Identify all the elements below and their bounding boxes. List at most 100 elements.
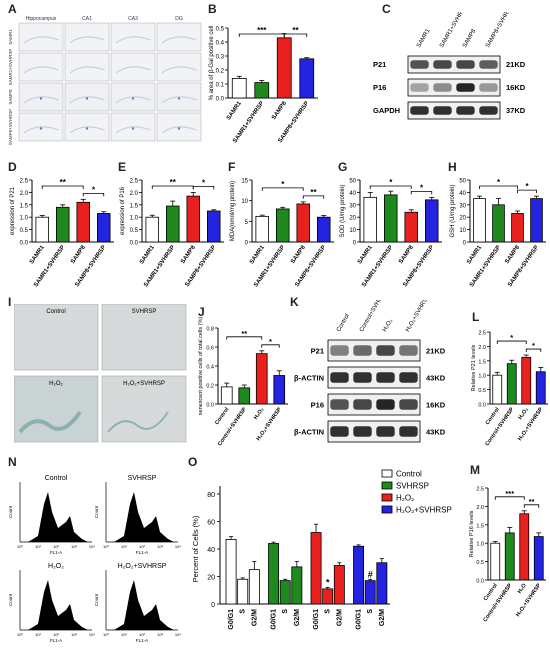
panel-letter-M: M — [470, 463, 480, 477]
significance-label: * — [269, 337, 272, 346]
tissue-structure — [23, 126, 59, 134]
protein-band — [330, 426, 349, 437]
x-tick-label: H₂O — [517, 582, 528, 595]
legend-label: Control — [396, 470, 422, 479]
y-tick-label: 2.0 — [130, 191, 139, 197]
column-label: Hippocampus — [26, 16, 57, 22]
band-name: P16 — [373, 83, 386, 92]
protein-band — [479, 60, 498, 69]
tissue-structure — [161, 36, 197, 44]
bar — [376, 562, 388, 605]
x-tick-label: SAMP8 — [504, 244, 521, 265]
beta-gal-stain-dot — [85, 97, 89, 100]
image-label: H₂O₂+SVHRSP — [123, 381, 165, 387]
x-tick-label: SAMP8 — [290, 244, 307, 265]
significance-label: *** — [257, 26, 267, 35]
x-tick-label: S — [325, 609, 332, 614]
legend-label: H₂O₂ — [396, 494, 414, 503]
panel-i-cell-images: Control SVHRSP H₂O₂ H₂O₂+SVHRSP — [14, 304, 187, 443]
y-tick-label: 20 — [459, 216, 466, 222]
bar — [299, 58, 315, 99]
y-tick-label: 1.0 — [130, 216, 139, 222]
column-label: CA1 — [82, 16, 92, 22]
beta-gal-stain-dot — [39, 97, 43, 100]
y-tick-label: 2.0 — [20, 191, 29, 197]
y-axis-label: SOD (U/mg protein) — [340, 184, 346, 237]
cell-image — [101, 375, 187, 443]
histogram-tick-label: 10³ — [71, 632, 77, 637]
y-axis-label: expression of P21 — [10, 186, 16, 235]
bar — [248, 569, 260, 605]
panel-letter-G: G — [338, 160, 348, 174]
blot-strip — [327, 366, 421, 389]
histogram-tick-label: 10³ — [157, 632, 163, 637]
bar — [291, 566, 303, 605]
beta-gal-stain-dot — [85, 127, 89, 130]
y-tick-label: 0.0 — [478, 403, 486, 409]
y-axis-label: Percent of Cells (%) — [191, 515, 200, 582]
histogram-label: SVHRSP — [128, 475, 157, 482]
x-tick-label: G0/G1 — [313, 609, 320, 630]
panel-letter-L: L — [472, 310, 480, 324]
y-tick-label: 0.5 — [476, 560, 484, 566]
beta-gal-stain-dot — [131, 127, 135, 130]
significance-label: * — [389, 178, 393, 187]
protein-band — [376, 399, 395, 410]
x-tick-label: SAMR1 — [139, 244, 156, 265]
column-label: DG — [175, 16, 183, 22]
protein-band — [456, 106, 475, 115]
histogram-y-label: Count — [94, 593, 99, 606]
y-tick-label: 5 — [245, 220, 249, 226]
protein-band — [330, 372, 349, 383]
histogram-tick-label: 10² — [139, 544, 145, 549]
protein-band — [353, 372, 372, 383]
significance-bracket — [302, 195, 325, 199]
protein-band — [330, 345, 349, 356]
bar — [424, 199, 439, 243]
significance-label: * — [510, 333, 513, 342]
x-tick-label: SAMP8 — [180, 244, 197, 265]
protein-band — [399, 399, 418, 410]
bar — [275, 208, 290, 243]
y-tick-label: 1.0 — [476, 542, 484, 548]
significance-marker: * — [326, 578, 330, 588]
bar — [231, 78, 247, 99]
y-tick-label: 50 — [459, 179, 466, 185]
lane-label: SAMR1 — [416, 28, 432, 49]
legend-swatch — [381, 493, 393, 502]
histogram-tick-label: 10⁴ — [175, 632, 181, 637]
x-tick-label: S — [367, 609, 374, 614]
band-name: β-ACTIN — [294, 428, 324, 437]
histogram-label: H₂O₂+SVHRSP — [118, 563, 167, 570]
y-tick-label: 10 — [241, 199, 248, 205]
y-tick-label: 0 — [353, 241, 357, 247]
y-tick-label: 15 — [241, 179, 248, 185]
x-tick-label: Control — [214, 406, 230, 426]
cell-image — [101, 304, 187, 371]
y-tick-label: 2.0 — [478, 345, 486, 351]
bar — [383, 194, 398, 243]
lane-label: SAMP8 — [462, 28, 478, 49]
legend-label: SVHRSP — [396, 482, 429, 491]
bar — [490, 542, 501, 581]
y-tick-label: 40 — [349, 191, 356, 197]
x-tick-label: SAMR1 — [226, 100, 243, 121]
dna-content-histogram — [114, 580, 174, 630]
bar — [255, 353, 268, 405]
significance-label: ** — [60, 178, 67, 187]
bar — [492, 204, 505, 243]
tissue-structure — [115, 96, 151, 104]
blot-strip — [327, 420, 421, 443]
protein-band — [456, 60, 475, 69]
bar — [273, 375, 286, 405]
protein-band — [330, 399, 349, 410]
band-size: 16KD — [426, 401, 446, 410]
x-tick-label: G2/M — [379, 609, 386, 626]
y-tick-label: 1.5 — [130, 203, 139, 209]
y-tick-label: 1.5 — [476, 523, 484, 529]
